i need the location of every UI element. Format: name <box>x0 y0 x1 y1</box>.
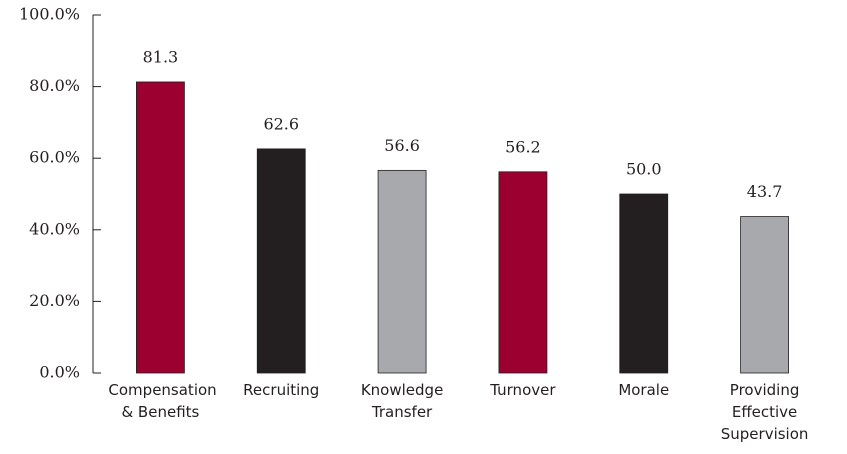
x-tick-label: Morale <box>618 381 670 399</box>
value-label: 43.7 <box>747 182 783 201</box>
x-tick-label: Turnover <box>490 381 556 399</box>
y-tick-label: 20.0% <box>29 291 80 310</box>
x-tick-label: Recruiting <box>243 381 320 399</box>
value-label: 50.0 <box>626 160 662 179</box>
bar <box>377 169 427 374</box>
value-label: 62.6 <box>263 114 299 133</box>
value-label: 56.6 <box>384 136 420 155</box>
x-tick-label: Providing Effective Supervision <box>720 381 809 443</box>
x-tick-label: Knowledge Transfer <box>360 381 444 421</box>
x-tick-label: Compensation & Benefits <box>108 381 217 421</box>
bar <box>136 81 185 374</box>
bar <box>619 193 669 374</box>
y-tick-label: 0.0% <box>39 363 80 382</box>
y-tick-label: 100.0% <box>19 5 80 24</box>
bar <box>256 148 306 374</box>
y-tick-label: 40.0% <box>29 219 80 238</box>
value-label: 56.2 <box>505 137 541 156</box>
value-label: 81.3 <box>143 47 179 66</box>
bar <box>740 216 789 374</box>
y-tick-label: 80.0% <box>29 76 80 95</box>
y-tick-label: 60.0% <box>29 148 80 167</box>
bar <box>498 171 548 374</box>
